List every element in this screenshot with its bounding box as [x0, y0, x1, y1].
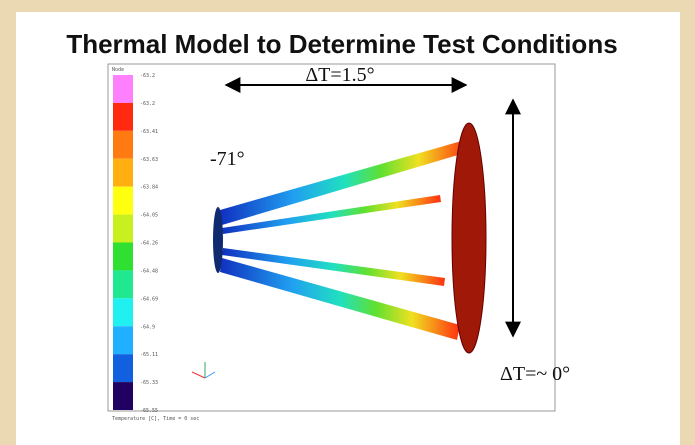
annotation: ΔT=1.5°	[305, 64, 374, 86]
legend-swatch	[113, 159, 133, 187]
legend-swatch	[113, 243, 133, 271]
hub	[213, 207, 223, 273]
legend-label: -64.69	[140, 296, 158, 302]
legend-swatch	[113, 131, 133, 159]
dish	[452, 123, 486, 353]
slide: Thermal Model to Determine Test Conditio…	[0, 0, 695, 445]
legend-swatch	[113, 75, 133, 103]
legend-label: -63.41	[140, 129, 158, 135]
legend-swatch	[113, 187, 133, 215]
legend-label: -63.84	[140, 185, 158, 191]
legend-label: -64.9	[140, 324, 155, 330]
legend-swatch	[113, 326, 133, 354]
legend-label: -65.33	[140, 380, 158, 386]
legend-swatch	[113, 103, 133, 131]
annotation: -71°	[210, 148, 245, 170]
legend-label: -65.11	[140, 352, 158, 358]
legend-label: -63.2	[140, 101, 155, 107]
figure-box	[108, 64, 555, 411]
footer: Temperature [C], Time = 0 sec	[112, 416, 199, 422]
legend-label: -63.2	[140, 73, 155, 79]
legend-label: -64.48	[140, 268, 158, 274]
legend-swatch	[113, 382, 133, 410]
legend-title: Node	[112, 67, 124, 73]
legend-label: -63.63	[140, 157, 158, 163]
legend-label: -64.05	[140, 213, 158, 219]
legend-swatch	[113, 354, 133, 382]
legend-swatch	[113, 270, 133, 298]
legend-label: -64.26	[140, 241, 158, 247]
annotation: ΔT=~ 0°	[500, 363, 570, 385]
legend-swatch	[113, 298, 133, 326]
title: Thermal Model to Determine Test Conditio…	[66, 29, 617, 59]
legend-label: -65.55	[140, 408, 158, 414]
legend-swatch	[113, 215, 133, 243]
